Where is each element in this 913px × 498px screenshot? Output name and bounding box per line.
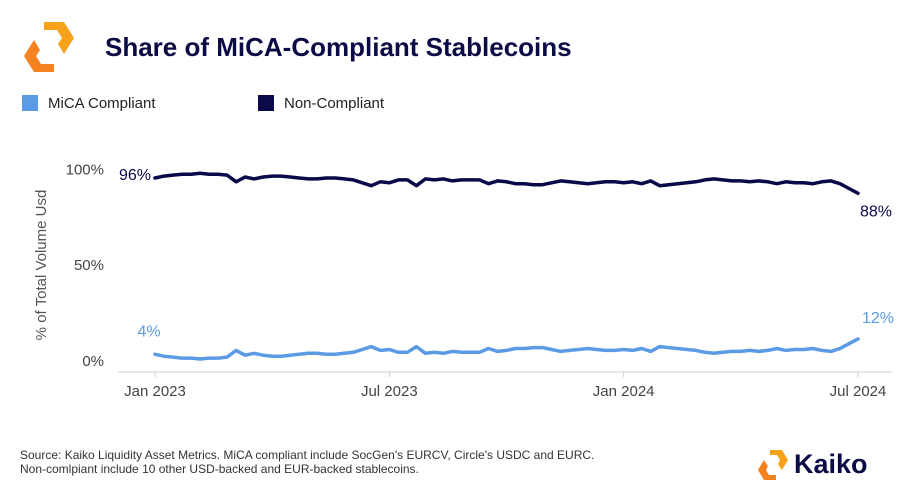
x-tick-label: Jul 2024 bbox=[830, 383, 887, 400]
brand-name: Kaiko bbox=[794, 449, 868, 479]
source-note: Non-comlpiant include 10 other USD-backe… bbox=[20, 462, 419, 476]
data-label: 88% bbox=[860, 204, 892, 221]
legend-swatch bbox=[258, 95, 274, 111]
source-note: Source: Kaiko Liquidity Asset Metrics. M… bbox=[20, 448, 594, 462]
legend-label: MiCA Compliant bbox=[48, 95, 156, 112]
data-label: 12% bbox=[862, 310, 894, 327]
legend-swatch bbox=[22, 95, 38, 111]
legend-label: Non-Compliant bbox=[284, 95, 385, 112]
y-tick-label: 0% bbox=[82, 353, 104, 370]
y-tick-label: 100% bbox=[66, 161, 104, 178]
series-line bbox=[153, 171, 860, 196]
x-tick-label: Jul 2023 bbox=[361, 383, 418, 400]
brand-icon bbox=[758, 450, 788, 480]
data-label: 4% bbox=[137, 323, 160, 340]
x-tick-label: Jan 2024 bbox=[593, 383, 655, 400]
y-tick-label: 50% bbox=[74, 257, 104, 274]
x-tick-label: Jan 2023 bbox=[124, 383, 186, 400]
chart-title: Share of MiCA-Compliant Stablecoins bbox=[105, 32, 572, 62]
data-label: 96% bbox=[119, 167, 151, 184]
y-axis-title: % of Total Volume Usd bbox=[33, 190, 50, 341]
logo bbox=[24, 22, 74, 72]
series-line bbox=[153, 337, 860, 361]
